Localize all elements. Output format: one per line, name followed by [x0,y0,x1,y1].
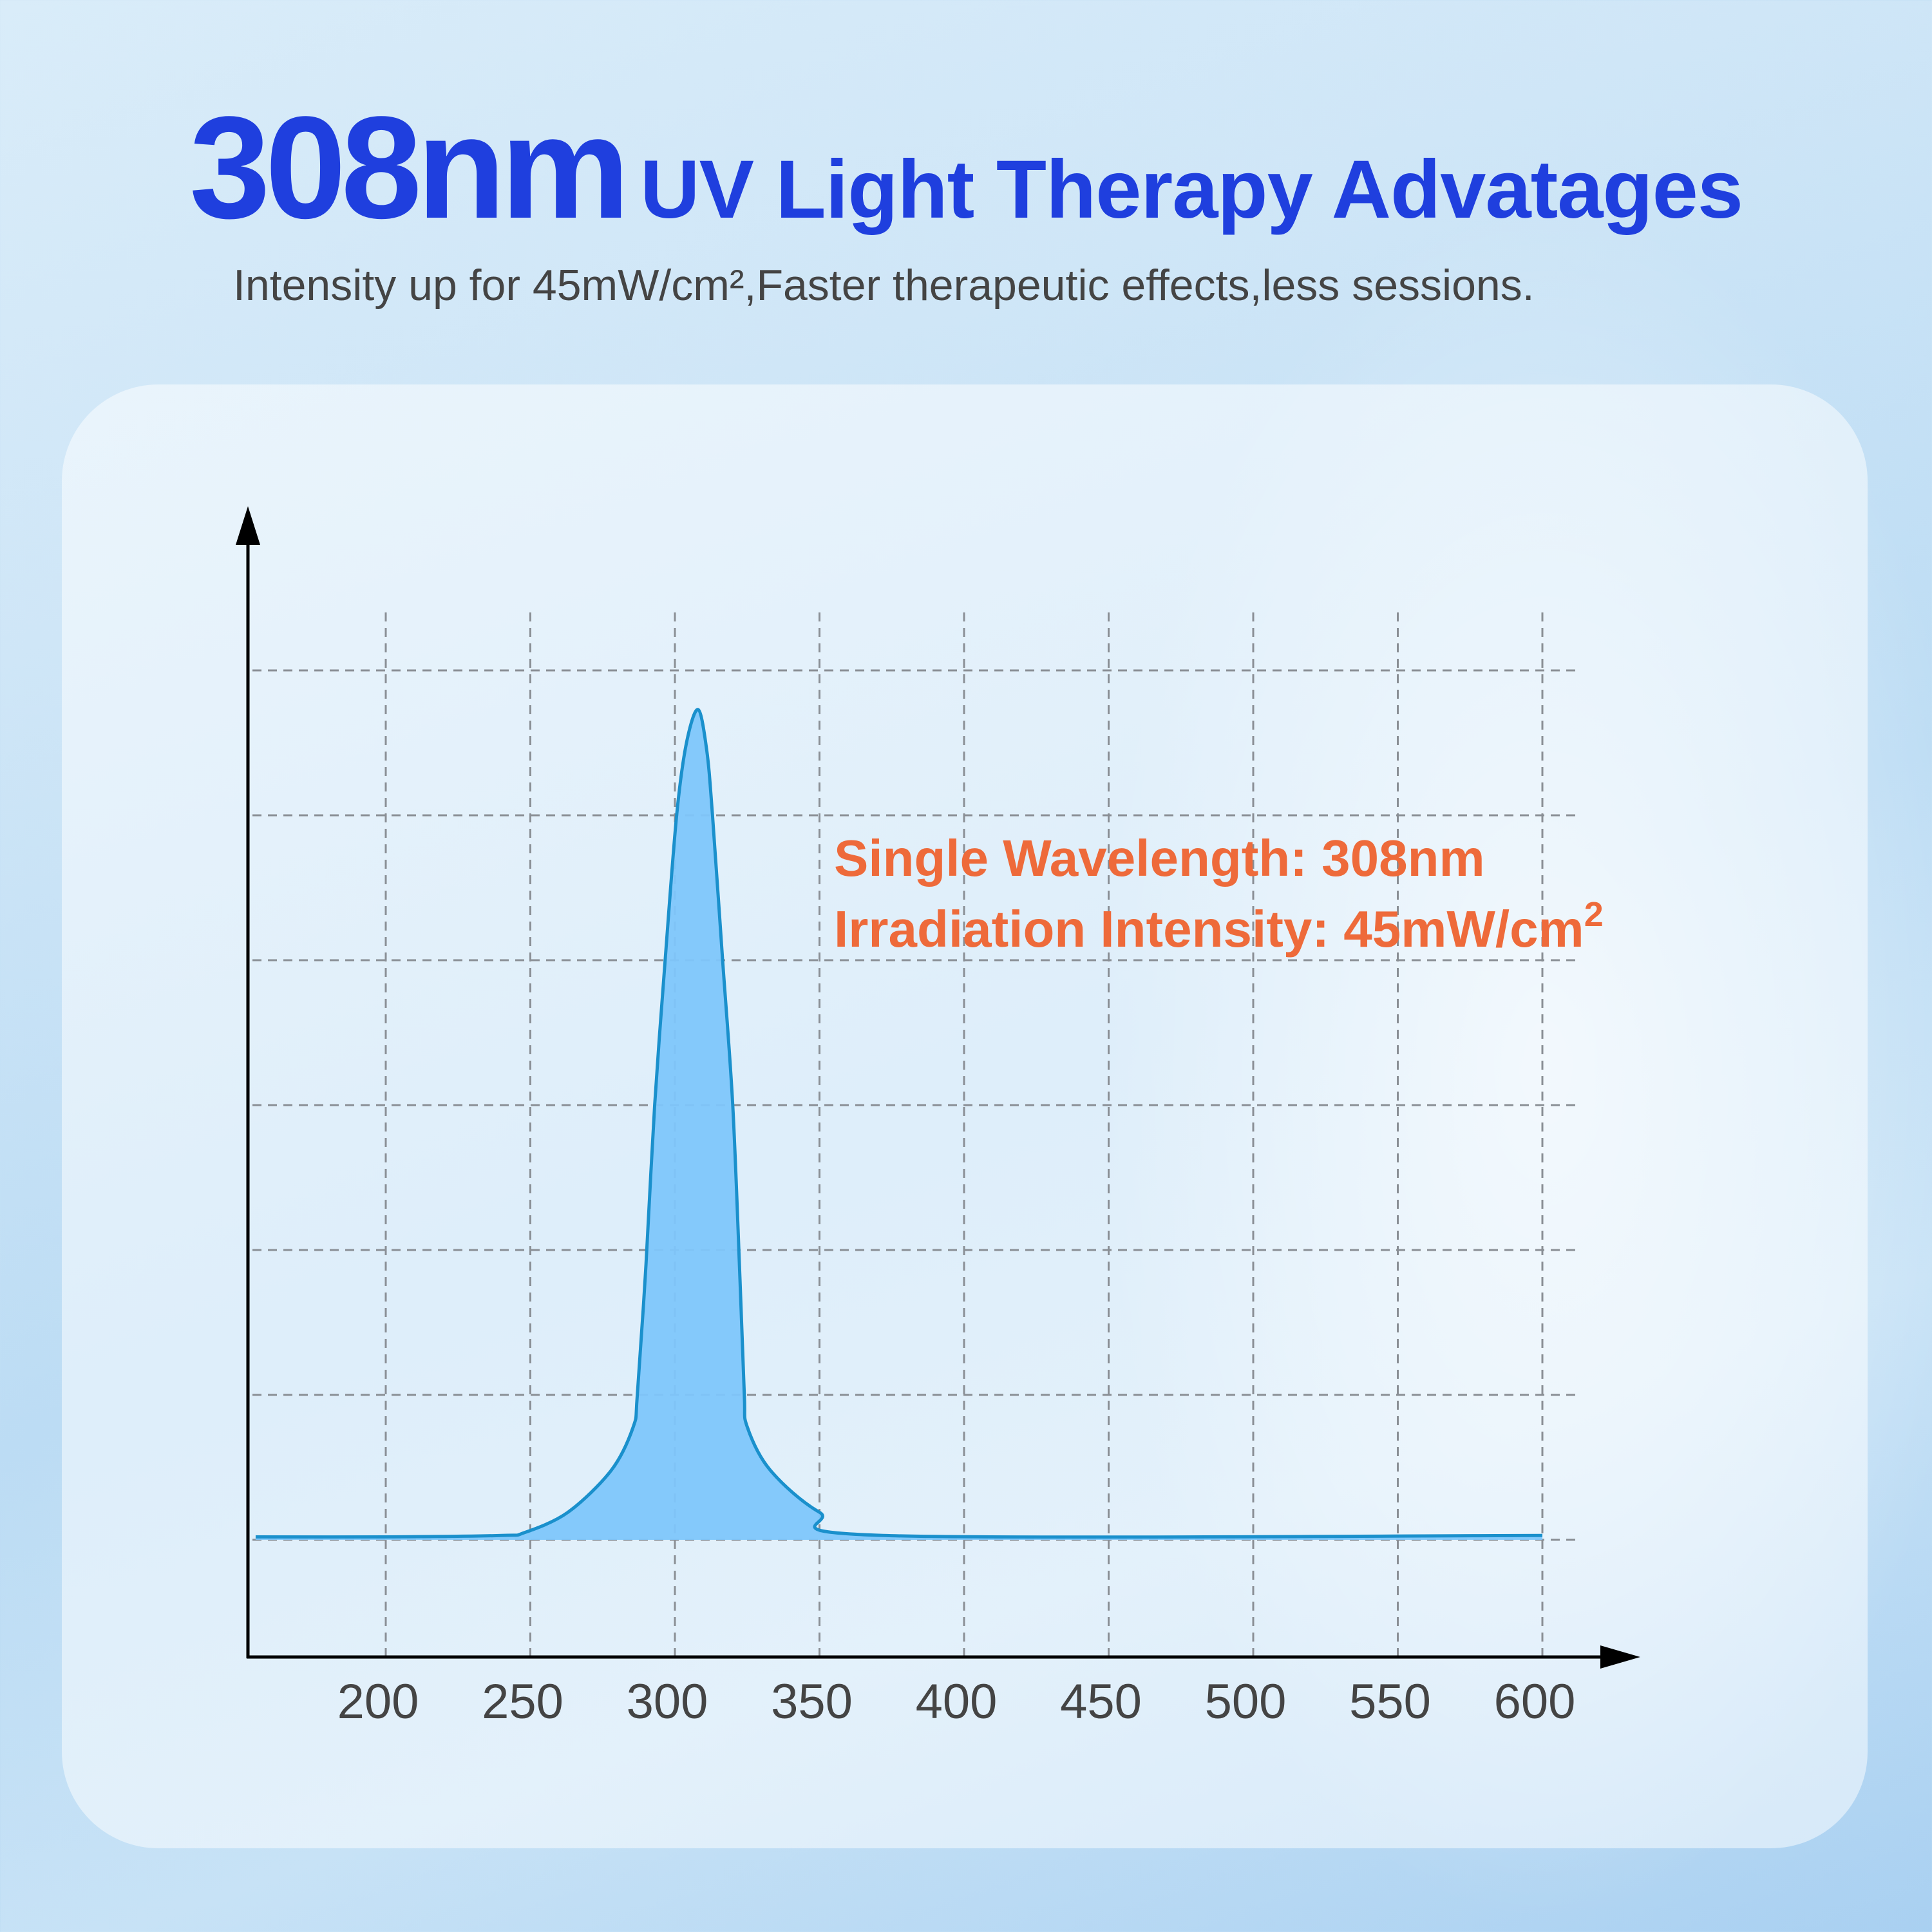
axes [236,506,1640,1669]
x-tick-labels: 200 250 300 350 400 450 500 550 600 [337,1674,1576,1729]
title-wavelength: 308nm [189,86,630,249]
x-axis-arrow-icon [1600,1645,1640,1669]
x-tick-label: 250 [482,1674,564,1729]
y-axis-arrow-icon [236,506,260,545]
grid [252,612,1577,1657]
x-tick-label: 350 [771,1674,853,1729]
annotation-superscript: 2 [1584,895,1604,934]
x-tick-label: 450 [1060,1674,1142,1729]
x-tick-label: 500 [1205,1674,1287,1729]
x-tick-label: 400 [916,1674,998,1729]
title-text: UV Light Therapy Advatages [640,144,1743,236]
annotation-wavelength: Single Wavelength: 308nm [834,829,1485,887]
annotation-intensity-text: Irradiation Intensity: 45mW/cm [834,900,1584,958]
annotation-intensity: Irradiation Intensity: 45mW/cm2 [834,895,1604,958]
page-title: 308nm UV Light Therapy Advatages [0,84,1932,251]
x-tick-label: 550 [1349,1674,1431,1729]
spectrum-line [255,708,1543,1539]
x-tick-label: 300 [627,1674,708,1729]
subtitle: Intensity up for 45mW/cm²,Faster therape… [233,261,1535,310]
x-tick-label: 200 [337,1674,419,1729]
curve-group [255,708,1543,1540]
x-tick-label: 600 [1494,1674,1576,1729]
